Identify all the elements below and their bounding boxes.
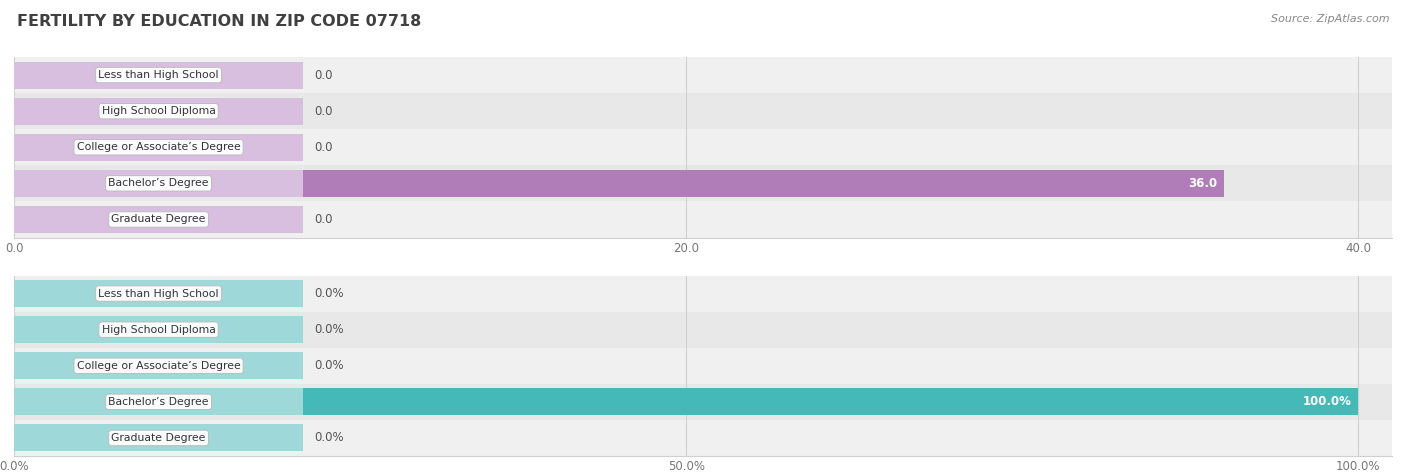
Text: Less than High School: Less than High School bbox=[98, 70, 219, 80]
Bar bbox=[14, 165, 1406, 201]
Bar bbox=[14, 170, 1223, 197]
Bar bbox=[14, 389, 1358, 415]
Text: High School Diploma: High School Diploma bbox=[101, 324, 215, 335]
Bar bbox=[14, 425, 304, 451]
Bar bbox=[14, 389, 304, 415]
Text: 0.0%: 0.0% bbox=[314, 287, 343, 300]
Text: Less than High School: Less than High School bbox=[98, 288, 219, 299]
Text: 0.0%: 0.0% bbox=[314, 359, 343, 372]
Text: 0.0: 0.0 bbox=[314, 141, 332, 154]
Bar bbox=[14, 384, 1406, 420]
Bar bbox=[14, 201, 1406, 238]
Text: College or Associate’s Degree: College or Associate’s Degree bbox=[77, 361, 240, 371]
Bar bbox=[14, 93, 1406, 129]
Bar bbox=[14, 316, 304, 343]
Bar bbox=[14, 61, 304, 88]
Text: FERTILITY BY EDUCATION IN ZIP CODE 07718: FERTILITY BY EDUCATION IN ZIP CODE 07718 bbox=[17, 14, 422, 29]
Bar bbox=[14, 276, 1406, 312]
Bar bbox=[14, 312, 1406, 348]
Text: 0.0: 0.0 bbox=[314, 68, 332, 82]
Bar bbox=[14, 352, 304, 379]
Bar bbox=[14, 57, 1406, 93]
Text: 0.0: 0.0 bbox=[314, 213, 332, 226]
Bar bbox=[14, 348, 1406, 384]
Bar bbox=[14, 129, 1406, 165]
Text: Bachelor’s Degree: Bachelor’s Degree bbox=[108, 397, 209, 407]
Bar bbox=[14, 134, 304, 161]
Bar bbox=[14, 206, 304, 233]
Text: 0.0%: 0.0% bbox=[314, 323, 343, 336]
Text: Source: ZipAtlas.com: Source: ZipAtlas.com bbox=[1271, 14, 1389, 24]
Text: Graduate Degree: Graduate Degree bbox=[111, 433, 205, 443]
Text: 0.0%: 0.0% bbox=[314, 431, 343, 445]
Text: 0.0: 0.0 bbox=[314, 104, 332, 118]
Bar bbox=[14, 98, 304, 125]
Bar bbox=[14, 280, 304, 307]
Text: 36.0: 36.0 bbox=[1188, 177, 1218, 190]
Text: Graduate Degree: Graduate Degree bbox=[111, 214, 205, 225]
Text: Bachelor’s Degree: Bachelor’s Degree bbox=[108, 178, 209, 189]
Text: 100.0%: 100.0% bbox=[1303, 395, 1351, 408]
Bar bbox=[14, 170, 304, 197]
Bar bbox=[14, 420, 1406, 456]
Text: College or Associate’s Degree: College or Associate’s Degree bbox=[77, 142, 240, 152]
Text: High School Diploma: High School Diploma bbox=[101, 106, 215, 116]
